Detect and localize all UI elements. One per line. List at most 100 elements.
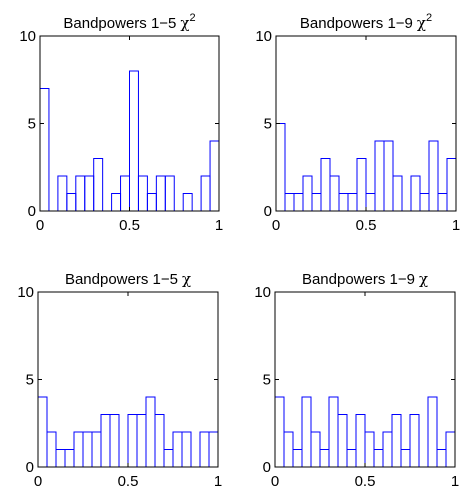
chi-symbol: χ bbox=[419, 270, 428, 288]
x-tick-label: 0.5 bbox=[118, 473, 139, 490]
x-tick-label: 0 bbox=[36, 217, 44, 234]
x-tick-label: 1 bbox=[214, 473, 222, 490]
histogram-bar bbox=[163, 449, 174, 468]
panel-title: Bandpowers 1−9 χ2 bbox=[300, 12, 432, 32]
histogram-bar bbox=[91, 431, 102, 468]
panel-title-text: Bandpowers 1−5 bbox=[63, 15, 176, 32]
histogram-bar bbox=[329, 175, 340, 212]
chi-symbol: χ bbox=[182, 270, 191, 288]
histogram-bar bbox=[199, 431, 210, 468]
histogram-bar bbox=[274, 396, 285, 468]
y-tick-label: 10 bbox=[255, 28, 272, 45]
histogram-bar bbox=[427, 396, 438, 468]
histogram-bar bbox=[437, 193, 448, 212]
panel-2: 0 5 10 0 0.5 1 Bandpowers 1−9 χ2 bbox=[255, 12, 460, 234]
x-tick-label: 0 bbox=[271, 473, 279, 490]
x-tick-label: 0 bbox=[34, 473, 42, 490]
x-tick-label: 0 bbox=[272, 217, 280, 234]
histogram-bar bbox=[391, 414, 402, 468]
histogram-bar bbox=[409, 414, 420, 468]
histogram-bar bbox=[365, 193, 376, 212]
histogram-bar bbox=[46, 431, 57, 468]
panel-title: Bandpowers 1−5 χ bbox=[65, 270, 191, 288]
histogram-bar bbox=[73, 431, 84, 468]
histogram-bar bbox=[446, 158, 457, 212]
histogram-bar bbox=[84, 175, 95, 212]
histogram-bar bbox=[319, 449, 330, 468]
y-tick-label: 0 bbox=[26, 459, 34, 476]
panel-1: 0 5 10 0 0.5 1 Bandpowers 1−5 χ2 bbox=[19, 12, 223, 234]
histogram-bar bbox=[136, 414, 147, 468]
y-tick-label: 5 bbox=[26, 372, 34, 389]
x-tick-label: 0.5 bbox=[119, 217, 140, 234]
y-tick-label: 0 bbox=[264, 203, 272, 220]
panel-3: 0 5 10 0 0.5 1 Bandpowers 1−5 χ bbox=[17, 270, 222, 490]
histogram-bar bbox=[200, 175, 211, 212]
x-tick-label: 1 bbox=[451, 473, 459, 490]
histogram-bar bbox=[356, 158, 367, 212]
histogram-bar bbox=[154, 414, 165, 468]
y-tick-label: 5 bbox=[28, 116, 36, 133]
x-tick-label: 1 bbox=[215, 217, 223, 234]
histogram-bar bbox=[146, 193, 157, 212]
histogram-bar bbox=[301, 396, 312, 468]
histogram-bar bbox=[382, 431, 393, 468]
x-tick-label: 0.5 bbox=[355, 473, 376, 490]
histogram-bar bbox=[75, 175, 86, 212]
histogram-bar bbox=[383, 140, 394, 212]
title-superscript: 2 bbox=[426, 12, 432, 24]
y-tick-label: 0 bbox=[28, 203, 36, 220]
histogram-bar bbox=[39, 88, 50, 212]
histogram-bar bbox=[209, 140, 220, 212]
histogram-bar bbox=[93, 158, 104, 212]
histogram-bar bbox=[66, 193, 77, 212]
histogram-bar bbox=[283, 431, 294, 468]
histogram-bar bbox=[293, 193, 304, 212]
histogram-bar bbox=[64, 449, 75, 468]
histogram-bar bbox=[82, 431, 93, 468]
x-tick-label: 1 bbox=[452, 217, 460, 234]
panel-title: Bandpowers 1−9 χ bbox=[302, 270, 428, 288]
histogram-bar bbox=[292, 449, 303, 468]
panel-title-text: Bandpowers 1−9 bbox=[300, 15, 413, 32]
histogram-bar bbox=[400, 449, 411, 468]
histogram-bar bbox=[436, 449, 447, 468]
y-tick-label: 10 bbox=[254, 284, 271, 301]
histogram-bar bbox=[182, 193, 193, 212]
histogram-bar bbox=[181, 431, 192, 468]
histogram-bar bbox=[320, 158, 331, 212]
histogram-bar bbox=[284, 193, 295, 212]
panel-4: 0 5 10 0 0.5 1 Bandpowers 1−9 χ bbox=[254, 270, 459, 490]
histogram-bar bbox=[328, 396, 339, 468]
histogram-bar bbox=[355, 414, 366, 468]
histogram-bar bbox=[373, 449, 384, 468]
y-tick-label: 5 bbox=[263, 372, 271, 389]
panel-title-text: Bandpowers 1−9 bbox=[302, 271, 415, 288]
histogram-bar bbox=[337, 414, 348, 468]
histogram-bar bbox=[129, 70, 139, 212]
y-tick-label: 0 bbox=[263, 459, 271, 476]
histogram-bar bbox=[155, 175, 166, 212]
histogram-bar bbox=[419, 193, 430, 212]
chi-symbol: χ bbox=[417, 14, 426, 32]
histogram-bar bbox=[364, 431, 375, 468]
histogram-bar bbox=[145, 396, 156, 468]
histogram-bar bbox=[111, 193, 122, 212]
histogram-bar bbox=[100, 414, 111, 468]
histogram-bar bbox=[310, 431, 321, 468]
histogram-bar bbox=[127, 414, 138, 468]
histogram-bar bbox=[302, 175, 313, 212]
y-tick-label: 5 bbox=[264, 116, 272, 133]
title-superscript: 2 bbox=[189, 12, 195, 24]
histogram-bar bbox=[37, 396, 48, 468]
histogram-bar bbox=[172, 431, 183, 468]
chi-symbol: χ bbox=[180, 14, 189, 32]
histogram-bar bbox=[57, 175, 68, 212]
panel-title: Bandpowers 1−5 χ2 bbox=[63, 12, 195, 32]
y-tick-label: 10 bbox=[19, 28, 36, 45]
histogram-bar bbox=[109, 414, 120, 468]
histogram-bar bbox=[445, 431, 456, 468]
histogram-bar bbox=[164, 175, 175, 212]
y-tick-label: 10 bbox=[17, 284, 34, 301]
